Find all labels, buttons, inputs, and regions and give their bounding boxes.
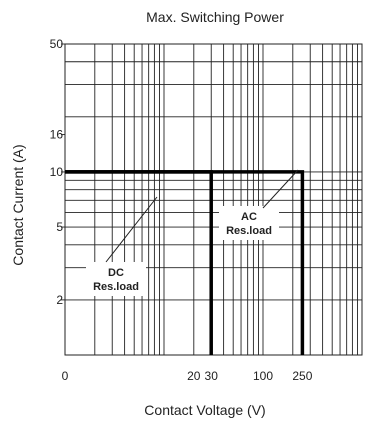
series-lines: [65, 170, 305, 355]
annotation-leader: [262, 169, 299, 209]
x-tick-label: 30: [205, 369, 219, 383]
annotation-bg: [86, 262, 146, 296]
chart-title: Max. Switching Power: [146, 9, 284, 25]
plot-border: [64, 43, 363, 356]
y-tick-label: 5: [56, 220, 63, 234]
y-tick-label: 16: [50, 128, 64, 142]
annotation-label: Res.load: [93, 281, 139, 293]
x-tick-labels: 0 20 30 100 250: [62, 369, 313, 383]
x-tick-label: 0: [62, 369, 69, 383]
x-tick-label: 100: [253, 369, 273, 383]
annotation-leader: [105, 196, 158, 263]
annotation-bg: [219, 206, 279, 240]
y-tick-label: 10: [50, 165, 64, 179]
x-tick-label: 250: [292, 369, 312, 383]
y-tick-labels: 50 16 10 5 2: [50, 37, 65, 307]
x-axis-title: Contact Voltage (V): [144, 402, 265, 418]
y-axis-title: Contact Current (A): [10, 144, 26, 265]
annotation-label: DC: [108, 267, 124, 279]
annotations: DC Res.load AC Res.load: [86, 169, 299, 296]
series-line-ac-res-load: [65, 170, 305, 355]
annotation-label: Res.load: [226, 225, 272, 237]
y-tick-label: 2: [56, 293, 63, 307]
x-tick-label: 20: [187, 369, 201, 383]
y-tick-label: 50: [50, 37, 64, 51]
grid: [64, 43, 363, 356]
annotation-label: AC: [241, 211, 257, 223]
